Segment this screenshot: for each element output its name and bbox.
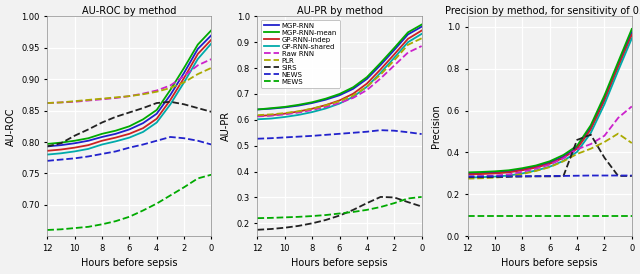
Legend: MGP-RNN, MGP-RNN-mean, GP-RNN-indep, GP-RNN-shared, Raw RNN, PLR, SIRS, NEWS, ME: MGP-RNN, MGP-RNN-mean, GP-RNN-indep, GP-… [261,20,340,88]
Title: AU-ROC by method: AU-ROC by method [82,5,177,16]
X-axis label: Hours before sepsis: Hours before sepsis [502,258,598,269]
Y-axis label: AU-ROC: AU-ROC [6,107,15,145]
Y-axis label: AU-PR: AU-PR [221,111,231,141]
Title: AU-PR by method: AU-PR by method [296,5,383,16]
Title: Precision by method, for sensitivity of 0.85: Precision by method, for sensitivity of … [445,5,640,16]
X-axis label: Hours before sepsis: Hours before sepsis [291,258,388,269]
Y-axis label: Precision: Precision [431,104,441,148]
X-axis label: Hours before sepsis: Hours before sepsis [81,258,177,269]
